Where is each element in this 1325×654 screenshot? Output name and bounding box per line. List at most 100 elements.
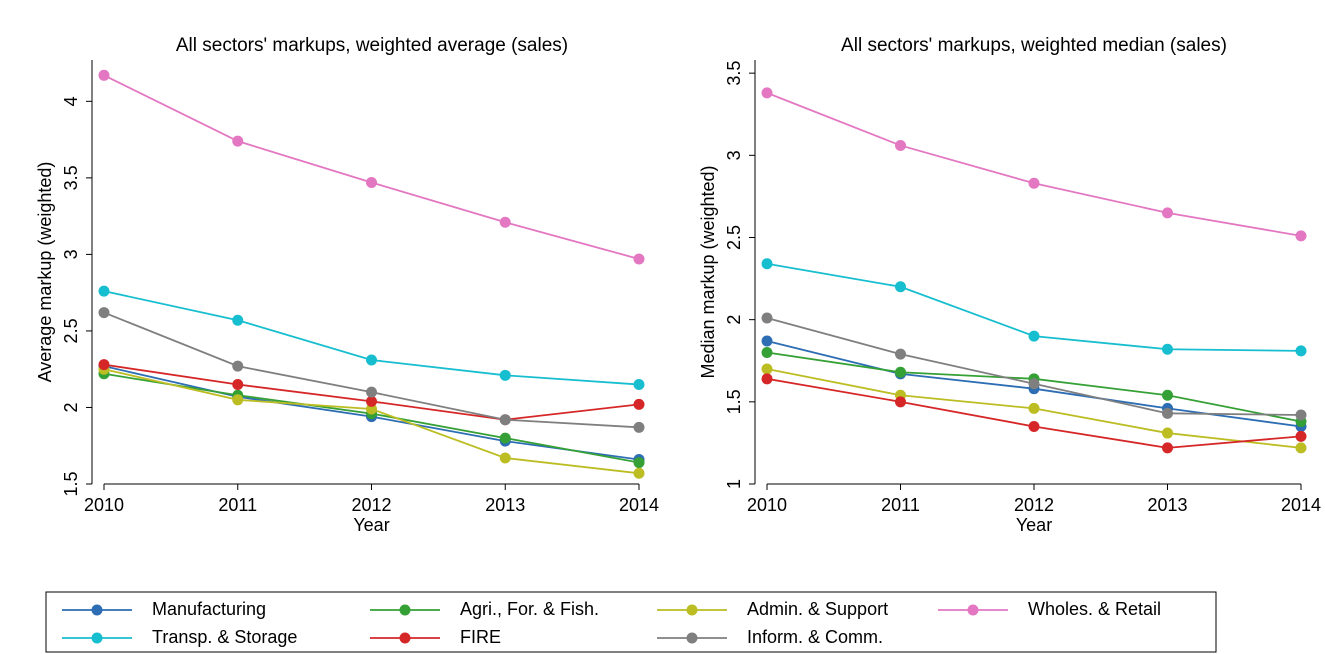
- x-tick-label: 2014: [1281, 495, 1321, 515]
- data-point: [499, 414, 511, 426]
- data-point: [895, 281, 906, 293]
- data-point: [499, 452, 511, 464]
- legend-marker: [686, 632, 698, 644]
- legend-marker: [399, 632, 411, 644]
- data-point: [1162, 442, 1173, 454]
- series-line: [766, 92, 1302, 237]
- data-point: [1162, 207, 1173, 219]
- data-point: [1295, 409, 1307, 421]
- x-tick-label: 2012: [1014, 495, 1054, 515]
- data-point: [761, 347, 773, 359]
- data-point: [232, 314, 244, 326]
- series-line: [103, 74, 640, 260]
- legend-label: Agri., For. & Fish.: [460, 599, 599, 619]
- legend-label: Admin. & Support: [747, 599, 888, 619]
- data-point: [633, 398, 645, 410]
- data-point: [98, 285, 110, 297]
- data-point: [761, 258, 773, 270]
- data-point: [1295, 345, 1307, 357]
- data-point: [98, 307, 110, 319]
- data-point: [895, 396, 906, 408]
- legend-marker: [91, 604, 103, 616]
- data-point: [761, 363, 773, 375]
- data-point: [366, 176, 377, 188]
- data-point: [761, 87, 773, 99]
- data-point: [895, 366, 906, 378]
- data-point: [633, 421, 645, 433]
- data-point: [1162, 407, 1173, 419]
- data-point: [761, 312, 773, 324]
- x-tick-label: 2010: [747, 495, 787, 515]
- x-axis-label: Year: [353, 515, 389, 535]
- data-point: [895, 348, 906, 360]
- data-point: [366, 354, 377, 366]
- series-line: [103, 290, 640, 386]
- y-tick-label: 1.5: [61, 471, 81, 496]
- y-tick-label: 4: [61, 96, 81, 106]
- data-point: [499, 369, 511, 381]
- data-point: [232, 360, 244, 372]
- data-point: [1162, 427, 1173, 439]
- legend-marker: [399, 604, 411, 616]
- y-tick-label: 3: [724, 150, 744, 160]
- x-tick-label: 2011: [881, 495, 920, 515]
- y-tick-label: 3.5: [61, 165, 81, 190]
- data-point: [895, 139, 906, 151]
- legend-marker: [91, 632, 103, 644]
- y-tick-label: 2: [61, 402, 81, 412]
- data-point: [633, 253, 645, 265]
- legend-label: Inform. & Comm.: [747, 627, 883, 647]
- legend-label: FIRE: [460, 627, 501, 647]
- data-point: [98, 359, 110, 371]
- data-point: [366, 386, 377, 398]
- data-point: [1028, 420, 1040, 432]
- data-point: [1028, 378, 1040, 390]
- data-point: [633, 457, 645, 469]
- data-point: [1295, 430, 1307, 442]
- y-tick-label: 1: [724, 479, 744, 489]
- data-point: [1162, 389, 1173, 401]
- data-point: [232, 135, 244, 147]
- data-point: [499, 432, 511, 444]
- chart-title: All sectors' markups, weighted average (…: [176, 35, 568, 56]
- y-axis-label: Median markup (weighted): [698, 165, 718, 378]
- data-point: [1295, 230, 1307, 242]
- data-point: [1162, 343, 1173, 355]
- data-point: [1295, 442, 1307, 454]
- y-tick-label: 1.5: [724, 389, 744, 414]
- legend-label: Transp. & Storage: [152, 627, 297, 647]
- x-tick-label: 2010: [84, 495, 124, 515]
- x-tick-label: 2013: [1147, 495, 1187, 515]
- data-point: [761, 335, 773, 347]
- data-point: [1028, 177, 1040, 189]
- data-point: [366, 403, 377, 415]
- y-tick-label: 2.5: [724, 225, 744, 250]
- data-point: [633, 467, 645, 479]
- data-point: [761, 373, 773, 385]
- x-axis-label: Year: [1016, 515, 1052, 535]
- y-axis-label: Average markup (weighted): [35, 162, 55, 383]
- legend-label: Manufacturing: [152, 599, 266, 619]
- legend-marker: [967, 604, 979, 616]
- y-tick-label: 3.5: [724, 61, 744, 86]
- data-point: [633, 379, 645, 391]
- x-tick-label: 2012: [351, 495, 391, 515]
- data-point: [499, 216, 511, 228]
- x-tick-label: 2013: [485, 495, 525, 515]
- legend-marker: [686, 604, 698, 616]
- legend-box: [45, 591, 1217, 653]
- data-point: [1028, 402, 1040, 414]
- chart-title: All sectors' markups, weighted median (s…: [841, 35, 1227, 56]
- y-tick-label: 2: [724, 315, 744, 325]
- y-tick-label: 3: [61, 249, 81, 259]
- data-point: [232, 379, 244, 391]
- y-tick-label: 2.5: [61, 318, 81, 343]
- data-point: [1028, 330, 1040, 342]
- data-point: [232, 394, 244, 406]
- legend-label: Wholes. & Retail: [1028, 599, 1161, 619]
- x-tick-label: 2014: [619, 495, 659, 515]
- x-tick-label: 2011: [218, 495, 257, 515]
- data-point: [366, 395, 377, 407]
- data-point: [98, 69, 110, 81]
